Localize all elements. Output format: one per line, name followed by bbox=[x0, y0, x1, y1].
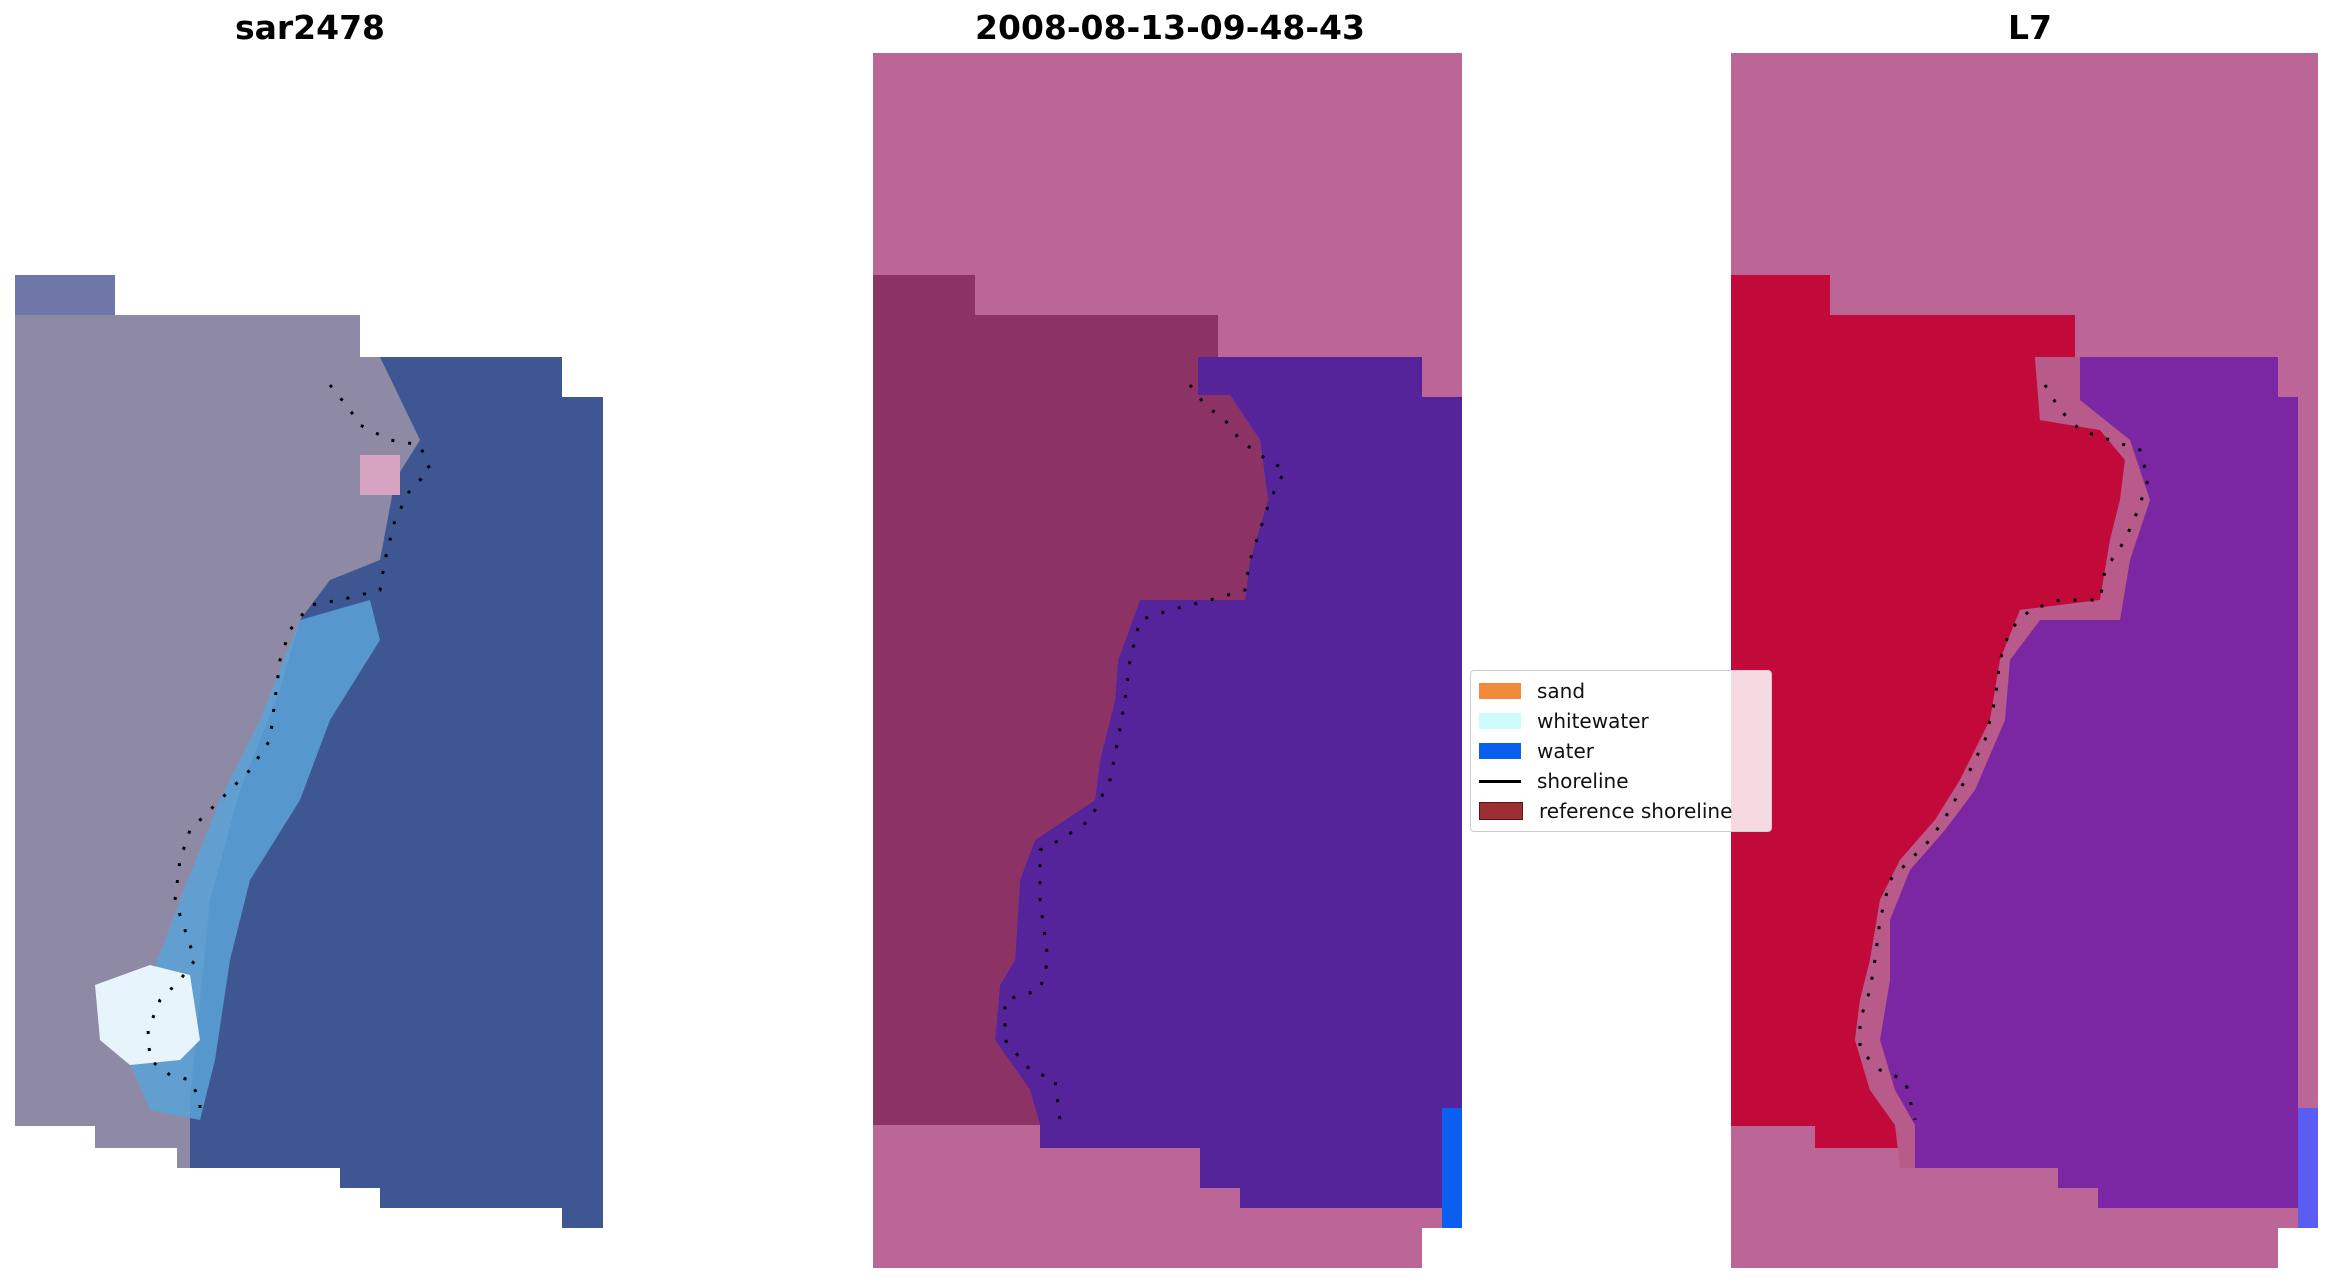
rgb-dark-patch bbox=[15, 275, 115, 315]
legend-label: whitewater bbox=[1537, 709, 1649, 733]
ndwi-water-edge bbox=[2298, 1108, 2318, 1228]
rgb-water-area bbox=[190, 357, 603, 1228]
panel-title-ndwi: L7 bbox=[2008, 8, 2052, 47]
legend-label: sand bbox=[1537, 679, 1586, 703]
rgb-whitewater bbox=[95, 965, 200, 1065]
legend-item-whitewater: whitewater bbox=[1479, 707, 1649, 735]
whitewater-swatch bbox=[1479, 713, 1521, 729]
legend-label: water bbox=[1537, 739, 1594, 763]
classified-water-area bbox=[995, 357, 1462, 1208]
legend-label: reference shoreline bbox=[1539, 799, 1733, 823]
panel-title-rgb: sar2478 bbox=[234, 8, 386, 47]
water-swatch bbox=[1479, 743, 1521, 759]
ndwi-water-area bbox=[1880, 357, 2298, 1208]
rgb-bright-patch bbox=[360, 455, 400, 495]
legend: sand whitewater water shoreline referenc… bbox=[1470, 670, 1772, 832]
classified-shoreline bbox=[1003, 384, 1287, 1121]
ndwi-land-area bbox=[1731, 275, 2125, 1148]
rgb-image bbox=[15, 275, 603, 1228]
shoreline-line-swatch bbox=[1479, 779, 1521, 783]
legend-item-shoreline: shoreline bbox=[1479, 767, 1629, 795]
legend-item-reference-shoreline: reference shoreline bbox=[1479, 797, 1732, 825]
classified-land-area bbox=[873, 275, 1268, 1125]
ndwi-image bbox=[1731, 53, 2318, 1268]
classified-image bbox=[873, 53, 1462, 1268]
panel-title-classified: 2008-08-13-09-48-43 bbox=[975, 8, 1365, 47]
sand-swatch bbox=[1479, 683, 1521, 699]
classified-water-edge bbox=[1442, 1108, 1462, 1228]
legend-item-sand: sand bbox=[1479, 677, 1585, 705]
legend-label: shoreline bbox=[1537, 769, 1629, 793]
legend-item-water: water bbox=[1479, 737, 1594, 765]
reference-shoreline-swatch bbox=[1479, 802, 1523, 820]
ndwi-transition-band bbox=[1855, 357, 2150, 1168]
